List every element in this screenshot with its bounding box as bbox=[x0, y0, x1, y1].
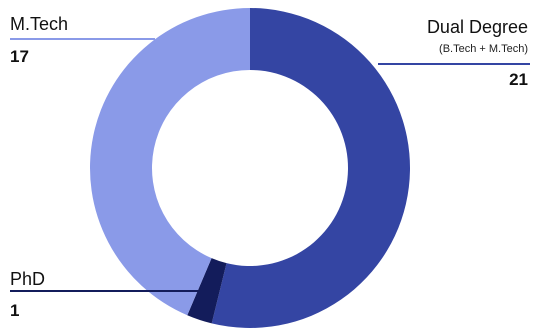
slice-value-phd: 1 bbox=[10, 301, 19, 320]
slice-sublabel-dual-degree: (B.Tech + M.Tech) bbox=[439, 43, 528, 55]
slice-value-dual-degree: 21 bbox=[509, 70, 528, 89]
slice-label-dual-degree: Dual Degree bbox=[427, 17, 528, 37]
slice-label-mtech: M.Tech bbox=[10, 14, 68, 34]
slice-label-phd: PhD bbox=[10, 269, 45, 289]
slice-mtech bbox=[89, 8, 250, 316]
slice-dual-degree bbox=[211, 8, 411, 329]
slice-value-mtech: 17 bbox=[10, 47, 29, 66]
donut-slices bbox=[89, 8, 411, 329]
slice-phd bbox=[187, 258, 227, 324]
